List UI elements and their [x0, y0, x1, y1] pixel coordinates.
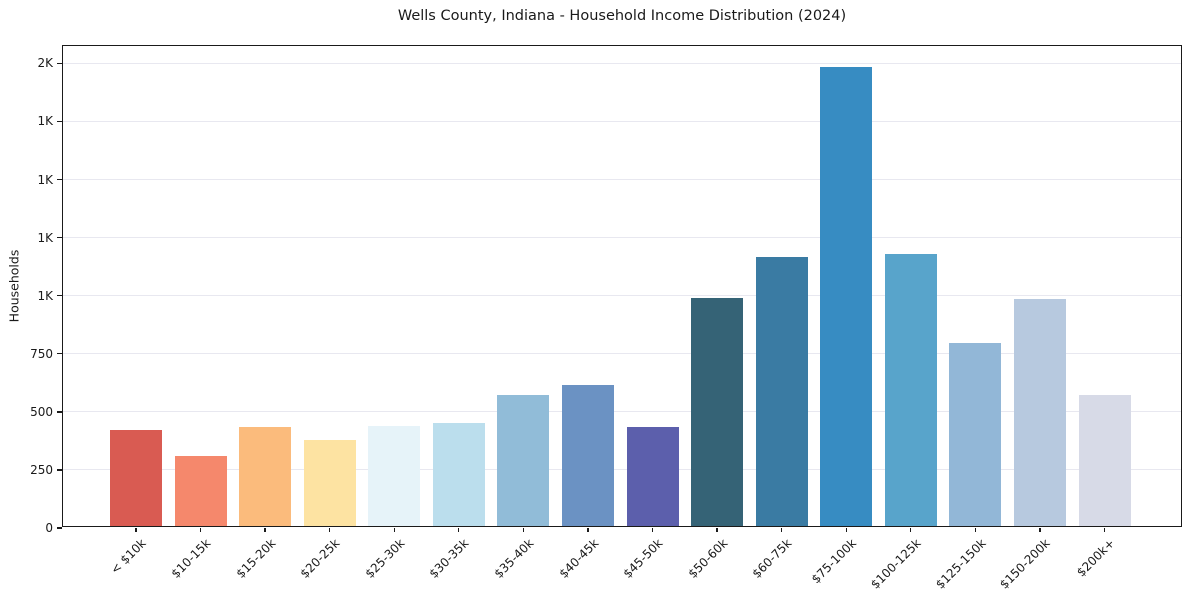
x-tick-mark — [910, 528, 912, 532]
x-tick-label: $45-50k — [620, 536, 666, 581]
x-tick-label: $60-75k — [749, 536, 795, 581]
bar — [239, 427, 292, 526]
x-tick-label: $100-125k — [868, 536, 924, 590]
x-tick-mark — [845, 528, 847, 532]
y-tick-label: 1K — [37, 288, 53, 303]
gridline — [63, 62, 1181, 64]
x-tick-mark — [716, 528, 718, 532]
x-tick-mark — [329, 528, 331, 532]
x-tick-label: $20-25k — [297, 536, 343, 581]
y-tick-mark — [57, 62, 62, 65]
gridline — [63, 179, 1181, 181]
x-tick-label: $40-45k — [556, 536, 601, 581]
gridline — [63, 411, 1181, 413]
y-tick-mark — [57, 120, 62, 123]
x-tick-mark — [1039, 528, 1041, 532]
bar — [432, 422, 485, 526]
y-tick-mark — [57, 411, 62, 413]
bar — [1013, 299, 1066, 526]
x-tick-label: $125-150k — [932, 536, 989, 590]
x-tick-label: $35-40k — [491, 536, 537, 581]
bar — [820, 67, 873, 526]
bar — [174, 456, 227, 526]
bar — [1078, 394, 1131, 526]
chart-title: Wells County, Indiana - Household Income… — [397, 8, 847, 24]
gridline — [63, 353, 1181, 355]
y-tick-mark — [57, 178, 62, 181]
y-tick-label: 500 — [30, 404, 53, 419]
x-tick-mark — [781, 528, 783, 532]
x-tick-label: $10-15k — [168, 536, 214, 581]
x-tick-mark — [458, 528, 460, 532]
bar — [497, 394, 550, 526]
x-tick-mark — [135, 528, 137, 532]
x-tick-label: $50-60k — [685, 536, 731, 581]
x-tick-label: $30-35k — [426, 536, 472, 581]
x-tick-label: $200k+ — [1073, 536, 1118, 580]
y-tick-label: 1K — [37, 230, 53, 245]
y-tick-mark — [57, 236, 62, 239]
y-tick-mark — [57, 295, 62, 297]
x-tick-mark — [587, 528, 589, 532]
y-tick-mark — [57, 353, 62, 355]
gridline — [63, 469, 1181, 471]
y-tick-mark — [57, 527, 62, 529]
x-tick-label: $150-200k — [997, 536, 1053, 590]
plot-area: < $10k $10-15k $15-20k $20-25k $25-30k $30-35… — [30, 45, 1182, 590]
bar — [691, 297, 744, 526]
x-tick-mark — [974, 528, 977, 532]
x-tick-label: $25-30k — [362, 536, 408, 581]
y-tick-mark — [57, 469, 62, 471]
bar — [949, 342, 1002, 526]
gridline — [63, 237, 1181, 239]
y-tick-label: 1K — [37, 114, 53, 129]
bar — [561, 385, 614, 526]
x-tick-mark — [393, 528, 395, 532]
y-axis-label: Households — [6, 249, 22, 323]
y-tick-label: 0 — [45, 521, 53, 535]
x-tick-mark — [651, 528, 654, 532]
bar — [884, 254, 937, 526]
y-tick-label: 750 — [30, 346, 53, 361]
x-tick-mark — [1103, 528, 1106, 532]
x-tick-label: $75-100k — [808, 536, 860, 587]
y-tick-label: 250 — [30, 462, 53, 477]
bar — [110, 429, 162, 526]
y-tick-label: 1K — [37, 172, 53, 187]
x-tick-label: < $10k — [108, 536, 149, 577]
x-tick-mark — [522, 528, 525, 532]
bar — [303, 440, 356, 526]
x-tick-label: $15-20k — [233, 536, 279, 581]
y-tick-label: 2K — [37, 56, 53, 71]
gridline — [63, 120, 1181, 122]
x-tick-mark — [264, 528, 266, 532]
bar — [368, 426, 421, 526]
bar — [626, 427, 679, 526]
plot-inner: < $10k $10-15k $15-20k $20-25k $25-30k $30-35… — [30, 46, 1181, 590]
gridline — [63, 295, 1181, 297]
bar — [755, 256, 808, 526]
x-tick-mark — [199, 528, 202, 532]
